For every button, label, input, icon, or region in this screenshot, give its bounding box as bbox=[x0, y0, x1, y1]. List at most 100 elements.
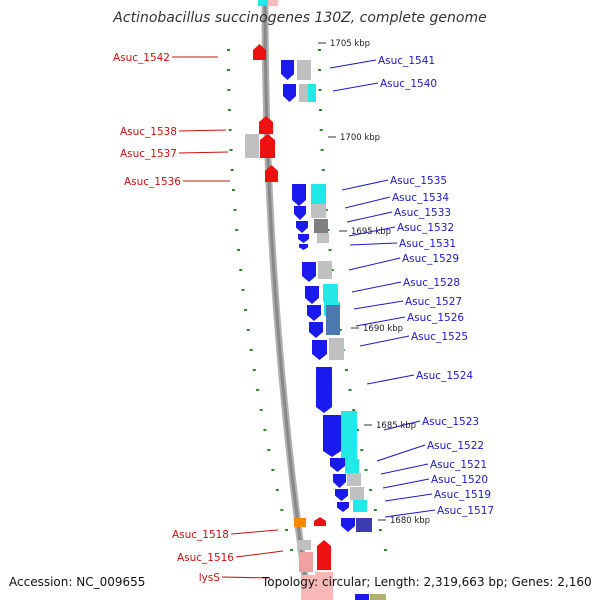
label-leader-line bbox=[346, 211, 393, 223]
label-leader-line bbox=[230, 529, 279, 535]
feature-track-block bbox=[323, 284, 338, 302]
feature-track-block bbox=[329, 338, 344, 360]
label-leader-line bbox=[178, 151, 229, 154]
orange-gene-block bbox=[294, 518, 306, 527]
label-leader-line bbox=[384, 493, 433, 502]
label-leader-line bbox=[221, 576, 271, 579]
gene-label-right: Asuc_1521 bbox=[430, 459, 487, 471]
feature-tracks-layer bbox=[245, 0, 386, 600]
gene-labels-layer: Asuc_1541 Asuc_1540 Asuc_1535 Asuc_1534 Asuc… bbox=[113, 52, 494, 584]
gene-label-left: lysS bbox=[199, 572, 221, 584]
label-leader-line bbox=[332, 82, 379, 92]
genome-backbone bbox=[263, 0, 310, 600]
label-leader-line bbox=[366, 374, 415, 385]
label-leader-line bbox=[349, 242, 398, 246]
label-leader-line bbox=[376, 444, 426, 462]
gene-label-right: Asuc_1533 bbox=[394, 207, 451, 219]
gene-label-right: Asuc_1523 bbox=[422, 416, 479, 428]
map-title: Actinobacillus succinogenes 130Z, comple… bbox=[113, 10, 487, 26]
gene-label-right: Asuc_1517 bbox=[437, 505, 494, 517]
gene-label-right: Asuc_1529 bbox=[402, 253, 459, 265]
scale-label: 1700 kbp bbox=[340, 133, 380, 143]
gene-label-right: Asuc_1531 bbox=[399, 238, 456, 250]
label-leader-line bbox=[348, 257, 401, 271]
gene-label-right: Asuc_1532 bbox=[397, 222, 454, 234]
label-leader-line bbox=[341, 179, 389, 191]
label-leader-line bbox=[178, 129, 227, 132]
label-leader-line bbox=[380, 463, 429, 475]
gene-label-right: Asuc_1524 bbox=[416, 370, 473, 382]
feature-track-block bbox=[297, 60, 311, 80]
feature-track-block bbox=[299, 84, 309, 102]
label-leader-line bbox=[348, 226, 396, 237]
feature-track-block bbox=[308, 84, 316, 102]
forward-gene-arrow bbox=[294, 206, 306, 220]
pink-track-block bbox=[268, 0, 278, 6]
gene-label-right: Asuc_1527 bbox=[405, 296, 462, 308]
scale-ticks-layer bbox=[227, 49, 387, 551]
gene-label-left: Asuc_1537 bbox=[120, 148, 177, 160]
feature-track-block bbox=[318, 261, 332, 279]
gene-label-left: Asuc_1542 bbox=[113, 52, 170, 64]
feature-track-block bbox=[341, 411, 357, 459]
gene-label-left: Asuc_1536 bbox=[124, 176, 181, 188]
scale-label: 1690 kbp bbox=[363, 324, 403, 334]
forward-gene-arrow bbox=[330, 458, 345, 472]
feature-track-block bbox=[326, 305, 340, 335]
backbone-layer bbox=[261, 0, 312, 600]
pink-track-block bbox=[315, 572, 333, 600]
label-leader-line bbox=[329, 59, 377, 69]
feature-track-block bbox=[370, 594, 386, 600]
label-leader-line bbox=[382, 478, 430, 489]
forward-gene-arrow bbox=[296, 221, 308, 233]
label-leader-line bbox=[359, 335, 410, 347]
accession-text: Accession: NC_009655 bbox=[9, 575, 146, 589]
gene-label-right: Asuc_1528 bbox=[403, 277, 460, 289]
gene-label-right: Asuc_1520 bbox=[431, 474, 488, 486]
reverse-gene-arrow bbox=[265, 165, 278, 182]
gene-label-right: Asuc_1519 bbox=[434, 489, 491, 501]
label-leader-line bbox=[383, 420, 421, 431]
label-leader-line bbox=[384, 509, 436, 518]
pink-track-block bbox=[299, 552, 313, 572]
forward-gene-arrow bbox=[333, 474, 346, 488]
gene-label-left: Asuc_1516 bbox=[177, 552, 234, 564]
pink-track-block bbox=[301, 575, 315, 600]
feature-track-block bbox=[345, 459, 359, 473]
gene-label-right: Asuc_1535 bbox=[390, 175, 447, 187]
label-leader-line bbox=[344, 196, 391, 209]
gene-label-left: Asuc_1538 bbox=[120, 126, 177, 138]
feature-track-block bbox=[317, 233, 329, 243]
forward-gene-arrow bbox=[341, 518, 355, 532]
cyan-track-block bbox=[258, 0, 268, 6]
reverse-gene-arrow bbox=[259, 116, 273, 134]
forward-gene-arrow bbox=[299, 244, 308, 250]
forward-gene-arrow bbox=[307, 305, 321, 321]
topology-summary-text: Topology: circular; Length: 2,319,663 bp… bbox=[262, 575, 592, 589]
forward-gene-arrow bbox=[312, 340, 327, 360]
gene-label-right: Asuc_1522 bbox=[427, 440, 484, 452]
forward-gene-arrow bbox=[298, 234, 309, 243]
reverse-gene-arrow bbox=[314, 517, 326, 526]
forward-gene-arrow bbox=[302, 262, 316, 282]
gene-label-right: Asuc_1540 bbox=[380, 78, 437, 90]
feature-track-block bbox=[347, 473, 361, 486]
feature-track-block bbox=[350, 487, 364, 500]
scale-label: 1680 kbp bbox=[390, 516, 430, 526]
gray-track-block bbox=[297, 540, 311, 550]
forward-gene-arrow bbox=[305, 286, 319, 304]
forward-gene-arrow bbox=[337, 502, 349, 512]
scale-label: 1685 kbp bbox=[376, 421, 416, 431]
forward-gene-arrow bbox=[323, 415, 341, 457]
genes-layer bbox=[253, 44, 355, 570]
forward-gene-arrow bbox=[335, 489, 348, 501]
label-leader-line bbox=[351, 281, 402, 293]
feature-track-block bbox=[355, 594, 369, 600]
gray-track-block bbox=[245, 134, 259, 158]
reverse-gene-arrow bbox=[317, 540, 331, 570]
label-leader-line bbox=[353, 300, 404, 310]
forward-gene-arrow bbox=[316, 367, 332, 413]
feature-track-block bbox=[311, 184, 326, 204]
